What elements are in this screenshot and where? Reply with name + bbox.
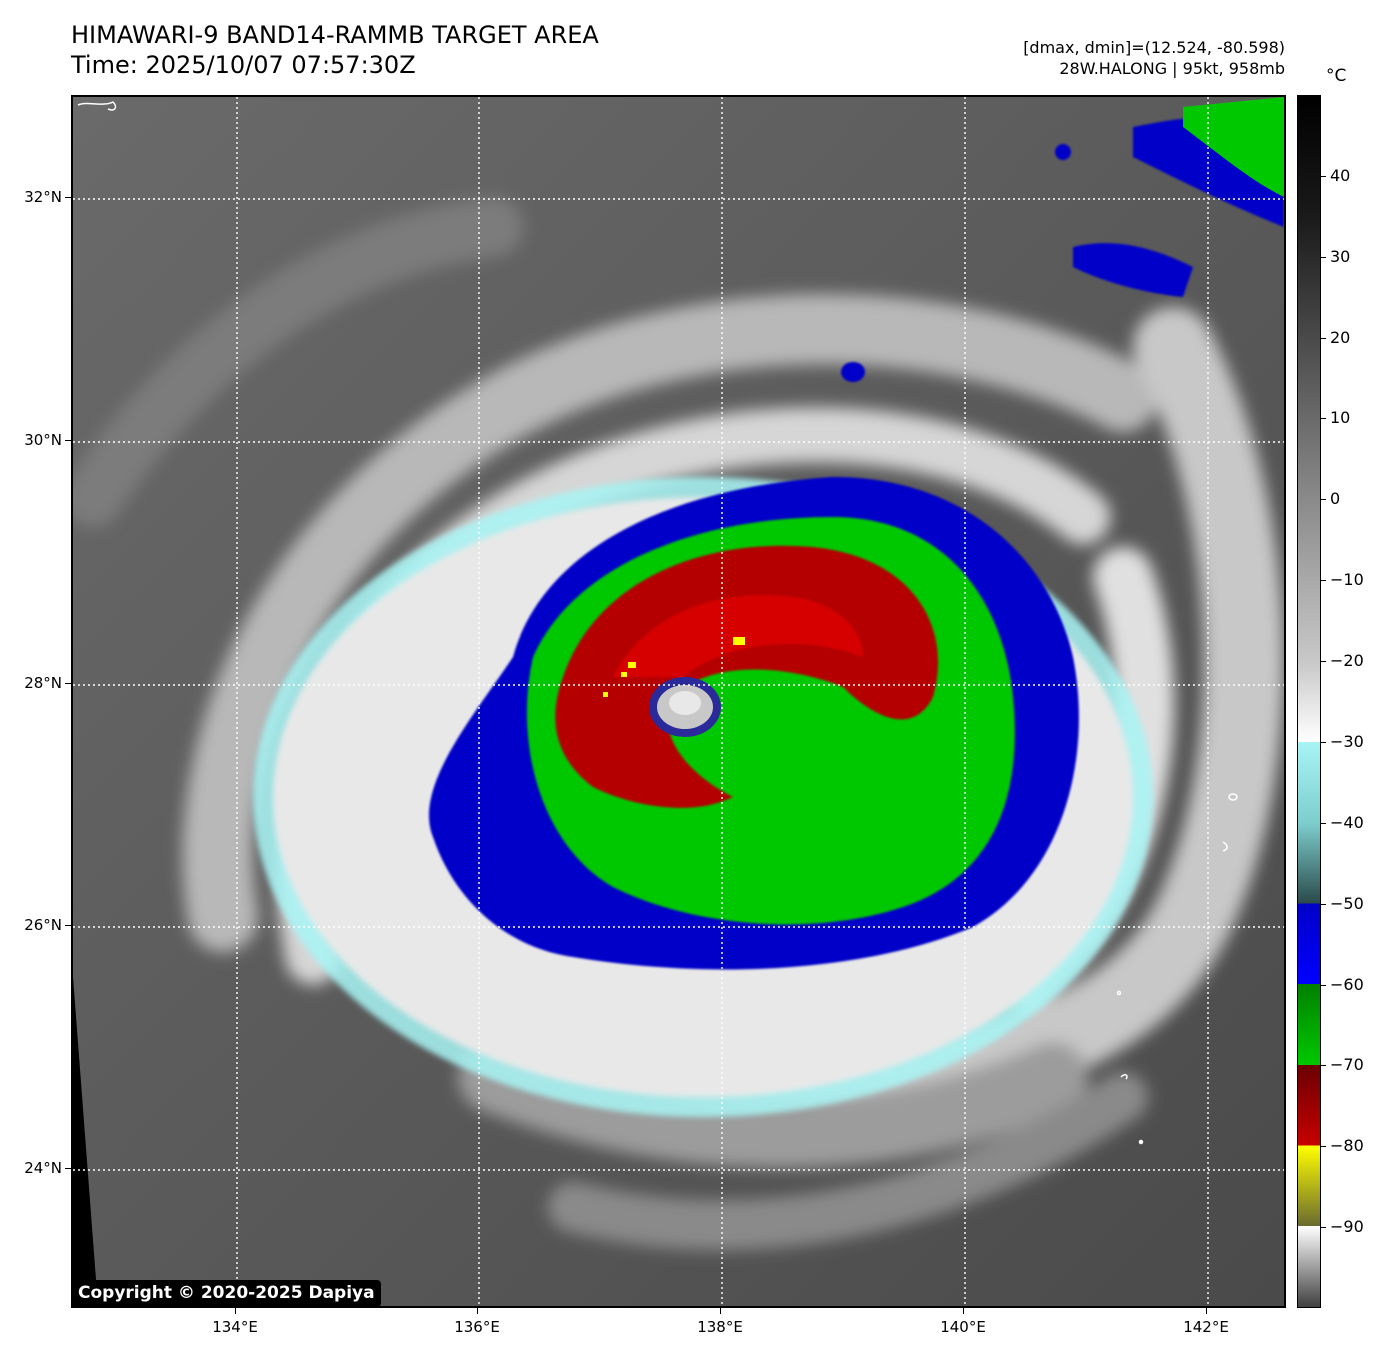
colorbar-label: 10	[1330, 408, 1351, 428]
colorbar-tick	[1321, 1146, 1326, 1148]
colorbar-tick	[1321, 1065, 1326, 1067]
colorbar-label: 30	[1330, 246, 1351, 266]
lat-label-26n: 26°N	[24, 916, 62, 934]
title-line-2: Time: 2025/10/07 07:57:30Z	[71, 51, 416, 79]
storm-info: [dmax, dmin]=(12.524, -80.598) 28W.HALON…	[1023, 37, 1285, 79]
colorbar-tick	[1321, 984, 1326, 986]
colorbar-tick	[1321, 175, 1326, 177]
lon-label-138e: 138°E	[697, 1318, 743, 1336]
colorbar-label: −80	[1330, 1136, 1364, 1156]
lat-tick	[65, 1168, 71, 1169]
temperature-colorbar	[1297, 95, 1321, 1308]
colorbar-tick	[1321, 337, 1326, 339]
lat-label-28n: 28°N	[24, 674, 62, 692]
lat-label-32n: 32°N	[24, 188, 62, 206]
lat-lon-grid	[73, 97, 1284, 1306]
colorbar-tick	[1321, 822, 1326, 824]
colorbar-tick	[1321, 499, 1326, 501]
colorbar-tick	[1321, 1227, 1326, 1229]
colorbar-label: −10	[1330, 570, 1364, 590]
colorbar-label: −60	[1330, 974, 1364, 994]
lat-tick	[65, 925, 71, 926]
satellite-image	[71, 95, 1286, 1308]
lon-tick	[720, 1308, 721, 1314]
lat-tick	[65, 683, 71, 684]
colorbar-label: 0	[1330, 489, 1341, 509]
lat-label-30n: 30°N	[24, 431, 62, 449]
colorbar-tick	[1321, 661, 1326, 663]
lon-tick	[1206, 1308, 1207, 1314]
lon-label-142e: 142°E	[1183, 1318, 1229, 1336]
colorbar-label: −30	[1330, 731, 1364, 751]
title-line-1: HIMAWARI-9 BAND14-RAMMB TARGET AREA	[71, 21, 599, 49]
lat-label-24n: 24°N	[24, 1159, 62, 1177]
copyright-text: Copyright © 2020-2025 Dapiya	[72, 1280, 381, 1307]
colorbar-label: −50	[1330, 893, 1364, 913]
lon-tick	[235, 1308, 236, 1314]
lon-label-140e: 140°E	[940, 1318, 986, 1336]
lon-label-136e: 136°E	[454, 1318, 500, 1336]
lon-label-134e: 134°E	[212, 1318, 258, 1336]
plot-title: HIMAWARI-9 BAND14-RAMMB TARGET AREA Time…	[71, 20, 599, 80]
colorbar-label: −70	[1330, 1055, 1364, 1075]
storm-name-intensity: 28W.HALONG | 95kt, 958mb	[1059, 59, 1285, 78]
lon-tick	[477, 1308, 478, 1314]
colorbar-label: −40	[1330, 812, 1364, 832]
dmax-dmin-text: [dmax, dmin]=(12.524, -80.598)	[1023, 38, 1285, 57]
lat-tick	[65, 197, 71, 198]
colorbar-label: −20	[1330, 651, 1364, 671]
lat-tick	[65, 440, 71, 441]
colorbar-label: −90	[1330, 1217, 1364, 1237]
colorbar-tick	[1321, 903, 1326, 905]
colorbar-tick	[1321, 256, 1326, 258]
colorbar-tick	[1321, 741, 1326, 743]
colorbar-unit: °C	[1326, 66, 1347, 86]
lon-tick	[963, 1308, 964, 1314]
colorbar-label: 20	[1330, 327, 1351, 347]
colorbar-tick	[1321, 580, 1326, 582]
satellite-image-svg	[73, 97, 1284, 1306]
colorbar-tick	[1321, 418, 1326, 420]
colorbar-label: 40	[1330, 165, 1351, 185]
